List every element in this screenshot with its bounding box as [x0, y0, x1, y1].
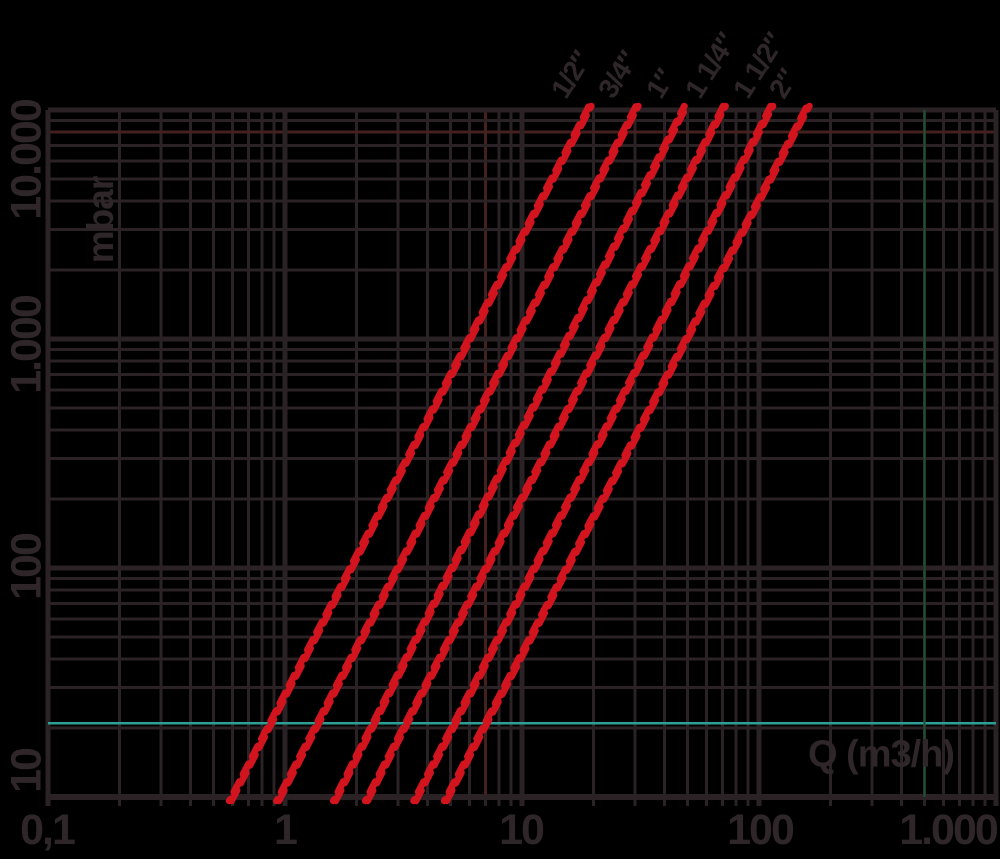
- x-tick-100: 100: [727, 806, 795, 854]
- grid-layer: [45, 107, 999, 806]
- y-tick-10: 10: [2, 749, 51, 793]
- reference-lines-layer: [48, 110, 996, 797]
- x-tick-1000: 1.000: [899, 806, 999, 854]
- x-tick-1: 1: [274, 806, 298, 854]
- y-axis-unit-label: mbar: [80, 176, 121, 264]
- y-tick-100: 100: [2, 534, 51, 600]
- series-layer: [225, 102, 813, 805]
- x-tick-0p1: 0,1: [20, 806, 76, 854]
- x-tick-10: 10: [499, 806, 545, 854]
- x-axis-label: Q (m3/h): [807, 733, 955, 776]
- y-tick-10000: 10.000: [2, 100, 51, 220]
- y-tick-1000: 1.000: [2, 296, 51, 394]
